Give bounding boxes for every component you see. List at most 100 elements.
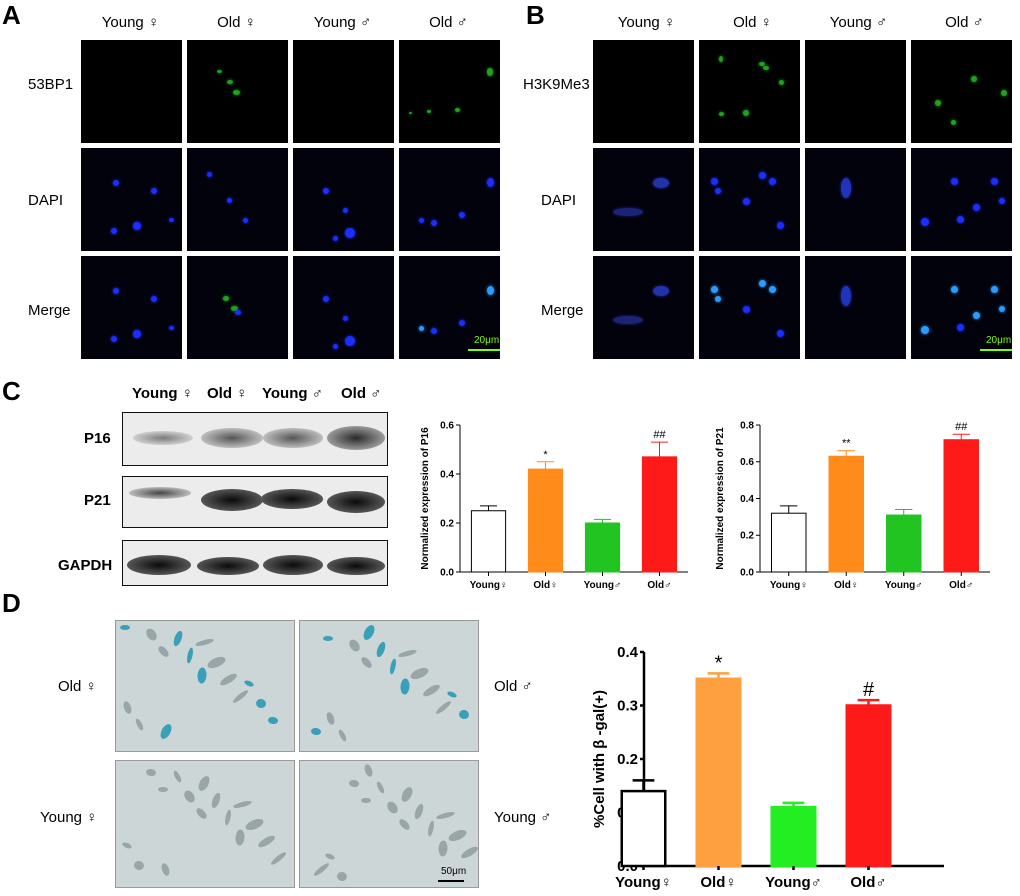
cell [397, 817, 412, 832]
nucleus [991, 286, 998, 293]
micrograph-b-r2-c2 [805, 256, 906, 359]
nucleus [991, 178, 998, 185]
blot-header-young-male: Young ♂ [262, 385, 323, 402]
band [327, 557, 385, 575]
cell [337, 728, 348, 743]
row-label-53bp1: 53BP1 [28, 76, 74, 93]
cell [446, 827, 469, 844]
cell [120, 625, 130, 630]
micrograph-b-r1-c1 [699, 148, 800, 251]
micrograph-b-r1-c3 [911, 148, 1012, 251]
cell [194, 806, 209, 821]
cell [269, 850, 288, 867]
bar [771, 512, 807, 573]
micrograph-a-r2-c3 [399, 256, 500, 359]
band [129, 487, 191, 499]
nucleus [419, 326, 424, 331]
cell [182, 788, 197, 805]
panel-label-d: D [2, 588, 21, 618]
nucleus [133, 222, 141, 230]
micrograph-b-r0-c0 [593, 40, 694, 143]
micrograph-a-r2-c1 [187, 256, 288, 359]
micrograph-a-r1-c3 [399, 148, 500, 251]
cell [158, 787, 168, 792]
cell [243, 816, 266, 833]
nucleus [133, 330, 141, 338]
nucleus [951, 120, 956, 125]
bar [620, 789, 667, 868]
header-young-female-b: Young ♀ [617, 14, 676, 31]
row-label-merge-a: Merge [28, 302, 71, 319]
panel-label-b: B [526, 0, 545, 30]
bar [845, 704, 892, 868]
cell [446, 690, 458, 699]
x-tick-label: Young♀ [470, 580, 508, 591]
blot-p16 [122, 412, 388, 466]
cell [254, 697, 268, 710]
nucleus [223, 296, 229, 301]
nucleus [935, 100, 941, 106]
significance-label: * [715, 652, 723, 674]
cell [171, 629, 185, 648]
x-tick-label: Young♂ [765, 874, 822, 891]
nucleus [345, 228, 355, 238]
cell [134, 717, 145, 732]
nucleus [957, 216, 964, 223]
micrograph-a-r1-c0 [81, 148, 182, 251]
cell [374, 640, 388, 659]
micrograph-b-r0-c1 [699, 40, 800, 143]
nucleus [427, 110, 431, 113]
cell [361, 798, 371, 803]
scale-bar-b [980, 349, 1012, 351]
nucleus [715, 296, 721, 302]
cell [457, 708, 471, 721]
y-tick-label: 0.8 [740, 420, 754, 431]
chart-p16: 0.0 0.2 0.4 0.6 Young♀ * Old♀ Young♂ ## Old♂ Norma… [420, 420, 688, 591]
nucleus [459, 212, 465, 218]
nucleus [343, 208, 348, 213]
cell [421, 682, 442, 699]
cell [434, 699, 453, 716]
nucleus [169, 218, 174, 222]
significance-label: ** [842, 438, 851, 450]
y-tick-label: 0.3 [617, 698, 638, 715]
nucleus [921, 326, 929, 334]
micrograph-b-r0-c2 [805, 40, 906, 143]
nucleus [323, 188, 329, 194]
nucleus [613, 316, 643, 324]
cell [408, 665, 431, 682]
cell [347, 637, 362, 654]
cell [194, 637, 215, 648]
cell [361, 623, 377, 642]
micrograph-a-r0-c2 [293, 40, 394, 143]
bar [943, 439, 979, 573]
nucleus [111, 228, 117, 234]
y-tick-label: 0.2 [440, 518, 454, 529]
bar [641, 456, 678, 573]
blot-label-gapdh: GAPDH [58, 557, 113, 574]
cell [325, 711, 336, 726]
nucleus [759, 62, 765, 66]
cell [243, 679, 255, 688]
cell [397, 648, 418, 659]
nucleus [217, 70, 222, 73]
x-tick-label: Young♀ [770, 580, 808, 591]
y-axis-label: Normalized expression of P16 [420, 427, 431, 570]
nucleus [409, 112, 412, 114]
cell [412, 802, 426, 821]
nucleus [951, 286, 958, 293]
nucleus [207, 172, 212, 177]
bar [770, 805, 817, 868]
cell [160, 862, 171, 877]
chart-p21: 0.0 0.2 0.4 0.6 0.8 Young♀ ** Old♀ Young♂ ## Old♂ N… [715, 420, 990, 591]
nucleus [777, 222, 784, 229]
nucleus [653, 286, 669, 296]
cell [375, 780, 386, 795]
nucleus [759, 172, 766, 179]
nucleus [743, 110, 749, 116]
cell [324, 852, 336, 861]
nucleus [715, 188, 721, 194]
nucleus [227, 80, 233, 84]
nucleus [113, 180, 119, 186]
cell [121, 841, 133, 850]
